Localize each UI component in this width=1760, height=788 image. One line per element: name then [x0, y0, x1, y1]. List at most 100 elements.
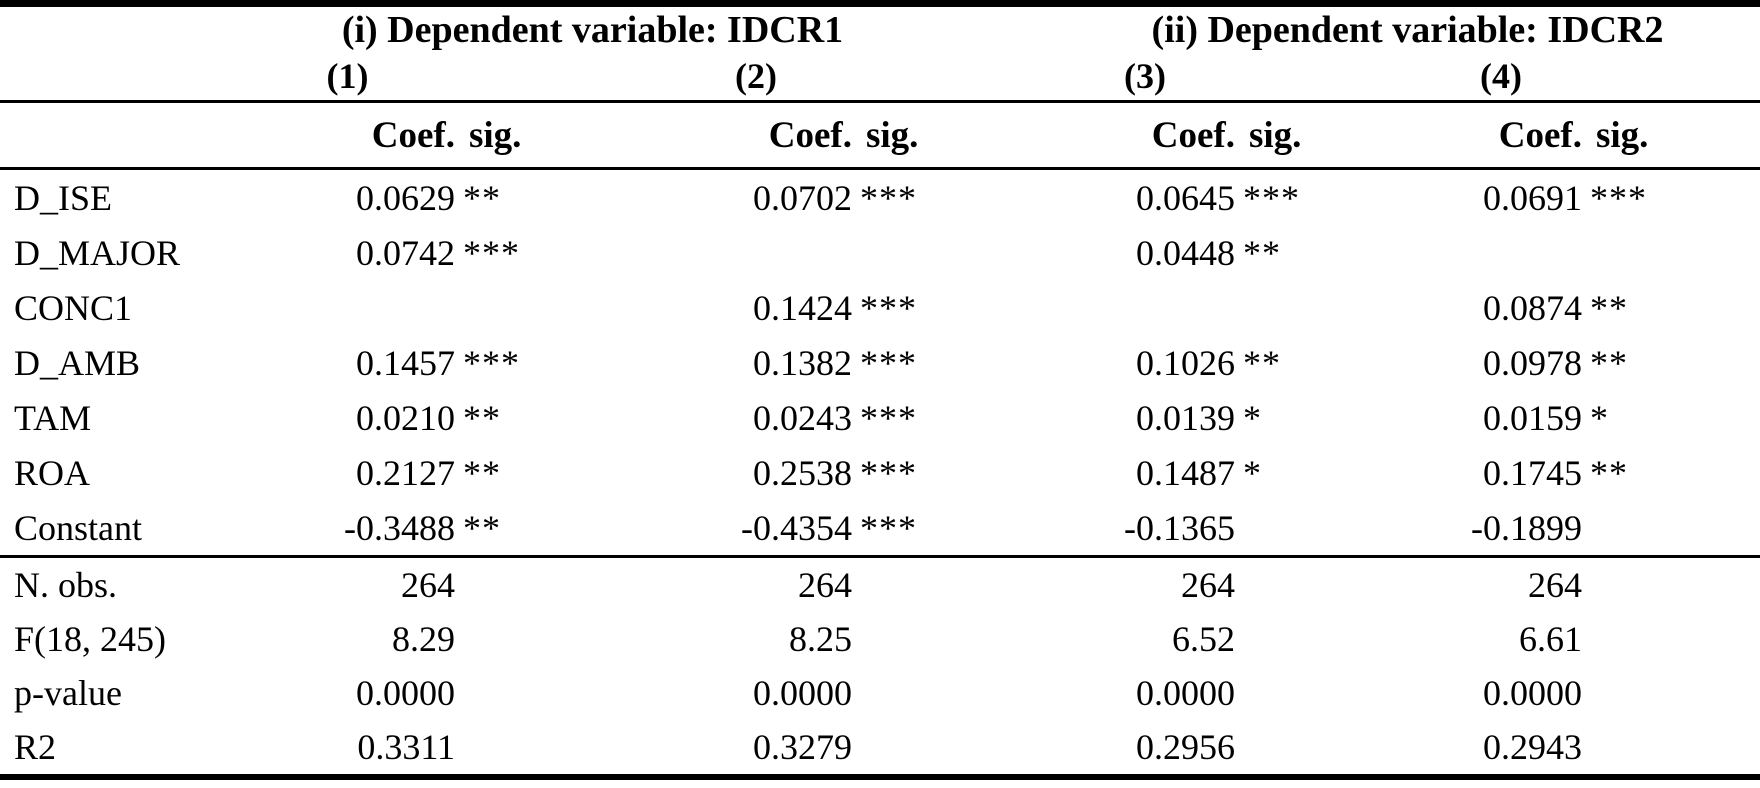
table-row-d-ise: D_ISE 0.0629 ** 0.0702 *** 0.0645 *** 0.…: [0, 170, 1760, 225]
sig-cell: *: [1590, 397, 1609, 438]
stat-value: 0.0000: [356, 673, 455, 713]
sig-cell: ***: [860, 287, 917, 328]
variable-label: D_AMB: [14, 342, 141, 383]
stat-value: 0.2956: [1136, 727, 1235, 767]
stat-value: 8.29: [392, 619, 455, 659]
table-rule-top: [0, 0, 1760, 7]
variable-label: TAM: [14, 397, 92, 438]
column-header-row: Coef. sig. Coef. sig. Coef. sig. Coef. s…: [0, 103, 1760, 167]
sig-cell: ***: [860, 507, 917, 548]
col2-sig-header: sig.: [866, 114, 919, 156]
group-header-idcr1: (i) Dependent variable: IDCR1: [341, 8, 844, 51]
stat-value: 0.0000: [1136, 673, 1235, 713]
coef-cell: 0.2538: [753, 452, 852, 493]
table-row-tam: TAM 0.0210 ** 0.0243 *** 0.0139 * 0.0159…: [0, 390, 1760, 445]
stat-value: 0.2943: [1483, 727, 1582, 767]
coef-cell: 0.1424: [753, 287, 852, 328]
model-number-3: (3): [1124, 56, 1166, 96]
col2-coef-header: Coef.: [768, 114, 852, 156]
col1-coef-header: Coef.: [371, 114, 455, 156]
model-number-row: (1) (2) (3) (4): [0, 52, 1760, 100]
sig-cell: ***: [463, 342, 520, 383]
col4-sig-header: sig.: [1596, 114, 1649, 156]
coef-cell: 0.1026: [1136, 342, 1235, 383]
group-header-idcr2: (ii) Dependent variable: IDCR2: [1151, 8, 1664, 51]
coef-cell: 0.1382: [753, 342, 852, 383]
stat-value: 0.0000: [753, 673, 852, 713]
col1-sig-header: sig.: [469, 114, 522, 156]
sig-cell: **: [1590, 287, 1628, 328]
stat-label: F(18, 245): [14, 619, 166, 659]
table-rule-under-column-headers: [0, 167, 1760, 170]
stat-value: 0.3311: [357, 727, 455, 767]
sig-cell: **: [463, 452, 501, 493]
stat-value: 0.3279: [753, 727, 852, 767]
stat-label: p-value: [14, 673, 122, 713]
sig-cell: ***: [860, 342, 917, 383]
stat-label: N. obs.: [14, 565, 118, 605]
coef-cell: -0.1899: [1471, 507, 1582, 548]
variable-label: D_MAJOR: [14, 232, 181, 273]
model-number-4: (4): [1480, 56, 1522, 96]
sig-cell: **: [1590, 342, 1628, 383]
coef-cell: 0.0629: [356, 177, 455, 218]
table-row-f-stat: F(18, 245) 8.29 8.25 6.52 6.61: [0, 612, 1760, 666]
stat-value: 6.61: [1519, 619, 1582, 659]
coef-cell: 0.0742: [356, 232, 455, 273]
coef-cell: 0.0691: [1483, 177, 1582, 218]
table-row-conc1: CONC1 0.1424 *** 0.0874 **: [0, 280, 1760, 335]
stat-value: 264: [1528, 565, 1582, 605]
coef-cell: 0.0645: [1136, 177, 1235, 218]
coef-cell: 0.1745: [1483, 452, 1582, 493]
sig-cell: **: [1590, 452, 1628, 493]
group-header-row: (i) Dependent variable: IDCR1 (ii) Depen…: [0, 7, 1760, 52]
coef-cell: -0.4354: [741, 507, 852, 548]
coef-cell: 0.1487: [1136, 452, 1235, 493]
coef-cell: 0.0210: [356, 397, 455, 438]
coef-cell: -0.1365: [1124, 507, 1235, 548]
sig-cell: *: [1243, 452, 1262, 493]
coef-cell: -0.3488: [344, 507, 455, 548]
stat-label: R2: [14, 727, 57, 767]
sig-cell: **: [1243, 232, 1281, 273]
table-rule-bottom: [0, 774, 1760, 780]
coef-cell: 0.0702: [753, 177, 852, 218]
model-number-2: (2): [735, 56, 777, 96]
sig-cell: ***: [860, 177, 917, 218]
sig-cell: ***: [1243, 177, 1300, 218]
stat-value: 264: [401, 565, 455, 605]
col3-coef-header: Coef.: [1151, 114, 1235, 156]
coef-cell: 0.0978: [1483, 342, 1582, 383]
coef-cell: 0.1457: [356, 342, 455, 383]
coef-cell: 0.0243: [753, 397, 852, 438]
coef-cell: 0.0874: [1483, 287, 1582, 328]
variable-label: D_ISE: [14, 177, 112, 218]
model-number-1: (1): [326, 56, 369, 96]
sig-cell: ***: [1590, 177, 1647, 218]
variable-label: Constant: [14, 507, 143, 548]
table-row-constant: Constant -0.3488 ** -0.4354 *** -0.1365 …: [0, 500, 1760, 555]
table-rule-above-stats: [0, 555, 1760, 558]
sig-cell: ***: [463, 232, 520, 273]
sig-cell: **: [463, 177, 501, 218]
coef-cell: 0.0159: [1483, 397, 1582, 438]
table-row-d-amb: D_AMB 0.1457 *** 0.1382 *** 0.1026 ** 0.…: [0, 335, 1760, 390]
table-row-roa: ROA 0.2127 ** 0.2538 *** 0.1487 * 0.1745…: [0, 445, 1760, 500]
variable-label: ROA: [14, 452, 91, 493]
table-row-n-obs: N. obs. 264 264 264 264: [0, 558, 1760, 612]
col4-coef-header: Coef.: [1498, 114, 1582, 156]
stat-value: 264: [1181, 565, 1235, 605]
sig-cell: **: [1243, 342, 1281, 383]
table-row-p-value: p-value 0.0000 0.0000 0.0000 0.0000: [0, 666, 1760, 720]
variable-label: CONC1: [14, 287, 133, 328]
stat-value: 8.25: [789, 619, 852, 659]
sig-cell: ***: [860, 452, 917, 493]
stat-value: 6.52: [1172, 619, 1235, 659]
sig-cell: **: [463, 507, 501, 548]
col3-sig-header: sig.: [1249, 114, 1302, 156]
sig-cell: *: [1243, 397, 1262, 438]
table-row-r2: R2 0.3311 0.3279 0.2956 0.2943: [0, 720, 1760, 774]
coef-cell: 0.2127: [356, 452, 455, 493]
coef-cell: 0.0139: [1136, 397, 1235, 438]
